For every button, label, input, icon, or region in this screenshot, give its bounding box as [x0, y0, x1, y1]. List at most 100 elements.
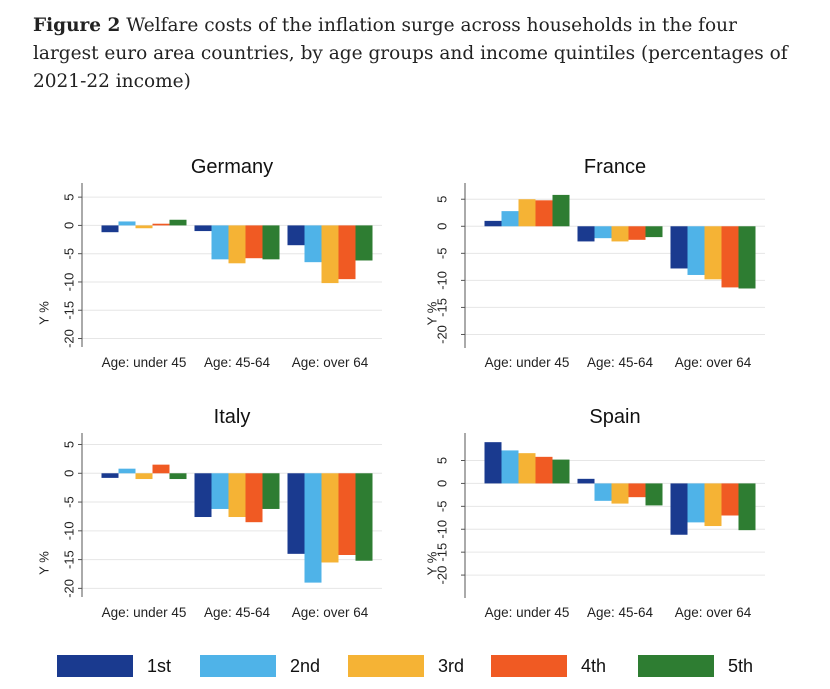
- germany-bar-2-1st: [287, 225, 305, 246]
- italy-bar-1-3rd: [228, 473, 246, 518]
- spain-bar-2-4th: [721, 483, 739, 516]
- germany-category-label: Age: over 64: [292, 355, 369, 370]
- france-bar-0-1st: [484, 220, 502, 227]
- italy-category-label: Age: under 45: [102, 605, 187, 620]
- france-bar-2-3rd: [704, 226, 722, 280]
- france-bar-2-1st: [670, 226, 688, 269]
- italy-y-tick-label: -20: [62, 579, 77, 598]
- spain-bar-1-5th: [645, 483, 663, 506]
- france-bar-2-2nd: [687, 226, 705, 275]
- legend-label-5th: 5th: [728, 656, 753, 676]
- spain-y-axis-title: Y %: [425, 551, 440, 575]
- spain-category-label: Age: over 64: [675, 605, 752, 620]
- spain-bar-1-2nd: [594, 483, 612, 501]
- legend-swatch-2nd: [200, 655, 276, 677]
- legend-label-4th: 4th: [581, 656, 606, 676]
- italy-y-tick-label: -5: [62, 496, 77, 508]
- germany-bar-2-5th: [355, 225, 373, 261]
- italy-bar-2-3rd: [321, 473, 339, 563]
- germany-chart-title: Germany: [191, 156, 273, 178]
- france-bar-2-4th: [721, 226, 739, 288]
- spain-chart-title: Spain: [589, 406, 640, 428]
- germany-bar-0-1st: [101, 225, 119, 233]
- italy-chart-title: Italy: [214, 406, 251, 428]
- legend-swatch-4th: [491, 655, 567, 677]
- france-y-tick-label: -10: [435, 271, 450, 290]
- spain-bar-1-3rd: [611, 483, 629, 504]
- italy-bar-2-1st: [287, 473, 305, 554]
- spain-y-tick-label: -5: [435, 501, 450, 513]
- france-bar-1-5th: [645, 226, 663, 238]
- france-bar-0-2nd: [501, 211, 519, 227]
- italy-bar-0-5th: [169, 473, 187, 480]
- france-bar-0-5th: [552, 194, 570, 227]
- italy-bar-1-2nd: [211, 473, 229, 509]
- figure-caption: Figure 2 Welfare costs of the inflation …: [33, 12, 803, 96]
- germany-y-tick-label: 5: [62, 194, 77, 201]
- italy-bar-1-1st: [194, 473, 212, 518]
- germany-y-tick-label: -5: [62, 248, 77, 260]
- spain-category-label: Age: under 45: [485, 605, 570, 620]
- spain-bar-2-3rd: [704, 483, 722, 527]
- france-bar-1-1st: [577, 226, 595, 242]
- france-chart-title: France: [584, 156, 646, 178]
- france-y-tick-label: 5: [435, 196, 450, 203]
- spain-bar-0-3rd: [518, 453, 536, 484]
- france-bar-0-3rd: [518, 199, 536, 227]
- italy-bar-0-2nd: [118, 468, 136, 474]
- france-y-tick-label: -20: [435, 325, 450, 344]
- germany-bar-1-3rd: [228, 225, 246, 264]
- italy-bar-0-4th: [152, 464, 170, 474]
- spain-y-tick-label: -10: [435, 520, 450, 539]
- spain-bar-2-2nd: [687, 483, 705, 523]
- italy-bar-2-4th: [338, 473, 356, 555]
- italy-bar-0-3rd: [135, 473, 153, 480]
- spain-bar-0-1st: [484, 442, 502, 484]
- legend-label-3rd: 3rd: [438, 656, 464, 676]
- germany-bar-2-2nd: [304, 225, 322, 263]
- spain-y-tick-label: -15: [435, 543, 450, 562]
- germany-bar-2-3rd: [321, 225, 339, 284]
- spain-bar-2-1st: [670, 483, 688, 535]
- germany-bar-0-4th: [152, 223, 170, 226]
- spain-bar-0-4th: [535, 456, 553, 484]
- germany-bar-1-2nd: [211, 225, 229, 260]
- germany-y-axis-title: Y %: [37, 301, 52, 325]
- germany-bar-1-1st: [194, 225, 212, 232]
- legend-swatch-1st: [57, 655, 133, 677]
- legend-swatch-3rd: [348, 655, 424, 677]
- legend-label-1st: 1st: [147, 656, 171, 676]
- france-category-label: Age: 45-64: [587, 355, 654, 370]
- italy-bar-0-1st: [101, 473, 119, 478]
- germany-y-tick-label: -15: [62, 301, 77, 320]
- spain-bar-1-1st: [577, 478, 595, 484]
- germany-category-label: Age: under 45: [102, 355, 187, 370]
- spain-bar-0-2nd: [501, 450, 519, 484]
- france-bar-1-4th: [628, 226, 646, 240]
- france-bar-1-2nd: [594, 226, 612, 239]
- italy-category-label: Age: over 64: [292, 605, 369, 620]
- legend-label-2nd: 2nd: [290, 656, 320, 676]
- france-bar-0-4th: [535, 200, 553, 227]
- germany-y-tick-label: 0: [62, 222, 77, 229]
- germany-y-tick-label: -10: [62, 273, 77, 292]
- france-category-label: Age: under 45: [485, 355, 570, 370]
- france-y-tick-label: -15: [435, 298, 450, 317]
- germany-bar-1-4th: [245, 225, 263, 259]
- figure-label: Figure 2: [33, 15, 121, 36]
- france-y-tick-label: -5: [435, 248, 450, 260]
- spain-bar-2-5th: [738, 483, 756, 531]
- france-bar-2-5th: [738, 226, 756, 289]
- germany-y-tick-label: -20: [62, 329, 77, 348]
- spain-bar-0-5th: [552, 459, 570, 484]
- germany-bar-2-4th: [338, 225, 356, 280]
- germany-bar-0-5th: [169, 219, 187, 226]
- figure-caption-text: Welfare costs of the inflation surge acr…: [33, 15, 788, 92]
- italy-bar-1-5th: [262, 473, 280, 509]
- italy-y-tick-label: -10: [62, 521, 77, 540]
- italy-category-label: Age: 45-64: [204, 605, 271, 620]
- germany-bar-0-2nd: [118, 221, 136, 226]
- spain-y-tick-label: -20: [435, 566, 450, 585]
- italy-bar-2-2nd: [304, 473, 322, 583]
